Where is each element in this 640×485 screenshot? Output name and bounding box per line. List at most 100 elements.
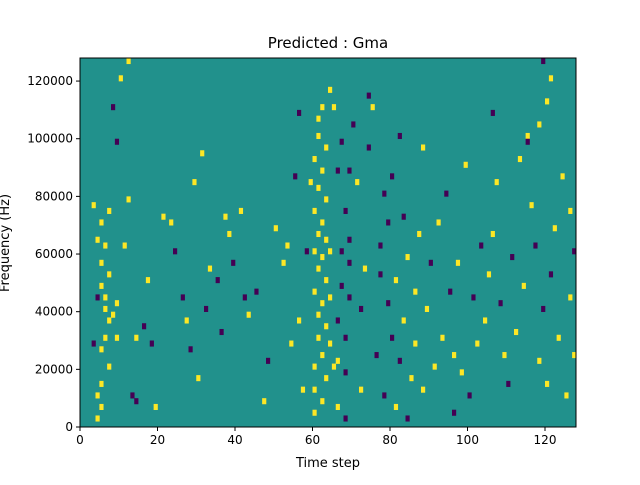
heatmap-cell bbox=[440, 334, 445, 341]
heatmap-cell bbox=[95, 415, 100, 422]
heatmap-cell bbox=[223, 213, 228, 220]
x-tick-label: 120 bbox=[534, 433, 557, 447]
y-tick-label: 100000 bbox=[27, 132, 73, 146]
x-tick-label: 20 bbox=[150, 433, 165, 447]
heatmap-cell bbox=[227, 230, 232, 238]
heatmap-cell bbox=[99, 403, 104, 411]
heatmap-cell bbox=[370, 104, 375, 111]
heatmap-cell bbox=[347, 236, 352, 243]
heatmap-cell bbox=[401, 317, 406, 324]
heatmap-cell bbox=[273, 225, 278, 232]
heatmap-cell bbox=[289, 340, 294, 347]
heatmap-cell bbox=[459, 369, 464, 376]
heatmap-cell bbox=[316, 184, 321, 191]
heatmap-cell bbox=[107, 207, 112, 214]
y-tick-label: 80000 bbox=[35, 189, 73, 203]
heatmap-cell bbox=[347, 294, 352, 301]
heatmap-cell bbox=[95, 236, 100, 243]
heatmap-cell bbox=[153, 403, 158, 411]
heatmap-cell bbox=[188, 346, 193, 353]
heatmap-cell bbox=[335, 317, 340, 324]
heatmap-cell bbox=[428, 259, 433, 266]
heatmap-cell bbox=[397, 357, 402, 364]
heatmap-cell bbox=[405, 254, 410, 261]
heatmap-cell bbox=[328, 340, 333, 347]
heatmap-cell bbox=[134, 334, 139, 341]
heatmap-cell bbox=[254, 288, 259, 295]
heatmap-cell bbox=[494, 179, 499, 186]
heatmap-cell bbox=[95, 392, 100, 399]
heatmap-cell bbox=[479, 242, 484, 249]
heatmap-cell bbox=[378, 271, 383, 278]
heatmap-cell bbox=[320, 254, 325, 261]
heatmap-cell bbox=[525, 138, 530, 145]
heatmap-cell bbox=[312, 288, 317, 295]
heatmap-cell bbox=[320, 352, 325, 359]
heatmap-cell bbox=[397, 132, 402, 140]
heatmap-cell bbox=[130, 392, 135, 399]
heatmap-cell bbox=[91, 202, 96, 209]
heatmap-cell bbox=[393, 277, 399, 284]
heatmap-cell bbox=[114, 334, 120, 341]
heatmap-cell bbox=[537, 357, 542, 364]
y-tick-label: 60000 bbox=[35, 247, 73, 261]
heatmap-cell bbox=[366, 92, 371, 99]
heatmap-cell bbox=[347, 167, 352, 174]
heatmap-cell bbox=[401, 213, 406, 220]
heatmap-cell bbox=[316, 230, 321, 238]
heatmap-cell bbox=[91, 340, 96, 347]
heatmap-cell bbox=[448, 288, 453, 295]
heatmap-cell bbox=[316, 265, 321, 272]
heatmap-cell bbox=[537, 121, 542, 128]
heatmap-cell bbox=[343, 334, 348, 341]
heatmap-cells bbox=[80, 58, 577, 427]
heatmap-cell bbox=[452, 409, 457, 416]
heatmap-cell bbox=[238, 207, 244, 214]
heatmap-cell bbox=[331, 363, 337, 370]
heatmap-cell bbox=[517, 156, 523, 163]
heatmap-cell bbox=[316, 334, 321, 341]
heatmap-cell bbox=[173, 248, 178, 255]
heatmap-cell bbox=[378, 242, 383, 249]
heatmap-cell bbox=[231, 259, 236, 266]
heatmap-cell bbox=[103, 294, 108, 301]
heatmap-cell bbox=[359, 305, 364, 312]
heatmap-cell bbox=[180, 294, 185, 301]
heatmap-cell bbox=[111, 311, 116, 318]
heatmap-cell bbox=[556, 334, 561, 341]
heatmap-cell bbox=[471, 294, 476, 301]
heatmap-cell bbox=[510, 254, 515, 261]
x-tick-label: 0 bbox=[76, 433, 84, 447]
heatmap-cell bbox=[347, 259, 352, 266]
heatmap-cell bbox=[196, 375, 201, 382]
heatmap-cell bbox=[219, 328, 224, 336]
heatmap-cell bbox=[312, 248, 317, 255]
heatmap-cell bbox=[382, 190, 387, 197]
heatmap-cell bbox=[184, 317, 189, 324]
heatmap-cell bbox=[204, 305, 209, 312]
heatmap-cell bbox=[455, 259, 461, 266]
heatmap-cell bbox=[312, 409, 317, 416]
heatmap-cell bbox=[324, 144, 329, 151]
heatmap-cell bbox=[552, 225, 557, 232]
heatmap-cell bbox=[545, 380, 550, 387]
heatmap-cell bbox=[359, 386, 364, 393]
heatmap-cell bbox=[432, 363, 437, 370]
heatmap-cell bbox=[324, 323, 329, 330]
heatmap-cell bbox=[382, 392, 387, 399]
heatmap-cell bbox=[316, 132, 321, 140]
heatmap-cell bbox=[316, 115, 321, 122]
heatmap-cell bbox=[355, 179, 360, 186]
heatmap-cell bbox=[285, 242, 290, 249]
heatmap-cell bbox=[339, 138, 344, 145]
heatmap-cell bbox=[560, 173, 565, 180]
heatmap-cell bbox=[304, 248, 309, 255]
heatmap-cell bbox=[421, 144, 426, 151]
heatmap-cell bbox=[467, 392, 472, 399]
heatmap-cell bbox=[343, 415, 348, 422]
heatmap-cell bbox=[169, 219, 174, 226]
heatmap-cell bbox=[107, 271, 112, 278]
y-tick-label: 0 bbox=[65, 420, 73, 434]
